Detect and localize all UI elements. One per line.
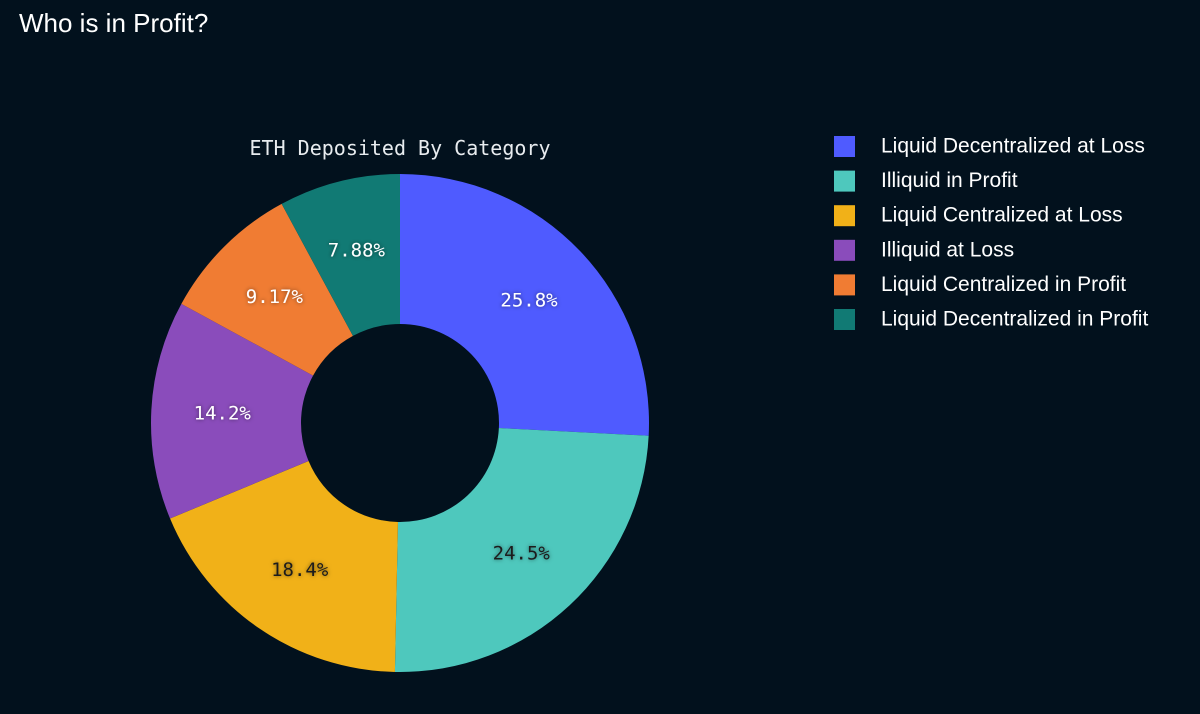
legend-swatch-illiquid-in-profit[interactable] [834,170,855,192]
legend-label-liquid-decentralized-in-profit[interactable]: Liquid Decentralized in Profit [881,308,1148,331]
slice-label-illiquid-at-loss: 14.2% [194,403,252,425]
legend-swatch-liquid-decentralized-at-loss[interactable] [834,136,855,157]
slices-group [151,174,649,672]
slice-label-illiquid-in-profit: 24.5% [493,542,551,564]
slice-labels-group: 25.8% 24.5% 18.4% 14.2% 9.17% 7.88% [194,239,559,581]
slice-liquid-centralized-in-profit[interactable] [181,203,353,376]
legend-label-illiquid-in-profit[interactable]: Illiquid in Profit [881,169,1018,192]
slice-label-liquid-centralized-in-profit: 9.17% [246,286,304,308]
legend-swatch-illiquid-at-loss[interactable] [834,239,855,261]
legend-label-liquid-centralized-at-loss[interactable]: Liquid Centralized at Loss [881,204,1123,227]
legend-label-liquid-decentralized-at-loss[interactable]: Liquid Decentralized at Loss [881,135,1145,158]
slice-liquid-centralized-at-loss[interactable] [170,460,398,672]
slice-liquid-decentralized-at-loss[interactable] [400,174,649,436]
slice-label-liquid-decentralized-at-loss: 25.8% [500,289,558,311]
slice-illiquid-in-profit[interactable] [394,428,649,672]
legend-swatch-liquid-decentralized-in-profit[interactable] [834,309,855,330]
page-title: Who is in Profit? [19,8,209,38]
slice-label-liquid-decentralized-in-profit: 7.88% [328,239,386,261]
legend-label-illiquid-at-loss[interactable]: Illiquid at Loss [881,238,1014,261]
legend-swatch-liquid-centralized-at-loss[interactable] [834,205,855,227]
legend: Liquid Decentralized at Loss Illiquid in … [834,135,1148,331]
slice-liquid-decentralized-in-profit[interactable] [281,174,400,336]
chart-title: ETH Deposited By Category [249,136,550,160]
legend-label-liquid-centralized-in-profit[interactable]: Liquid Centralized in Profit [881,273,1126,296]
legend-swatch-liquid-centralized-in-profit[interactable] [834,274,855,296]
slice-label-liquid-centralized-at-loss: 18.4% [271,559,329,581]
slice-illiquid-at-loss[interactable] [151,303,314,519]
